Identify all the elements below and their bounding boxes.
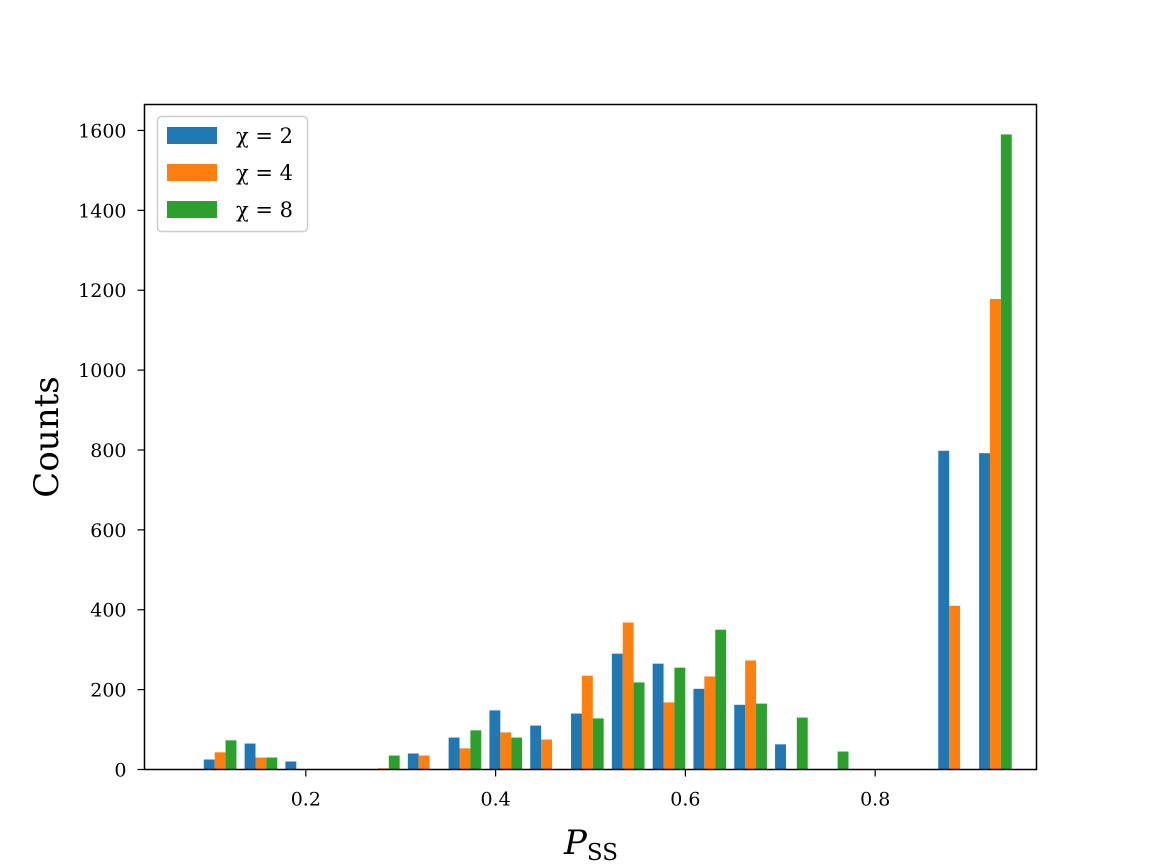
bar-series-3-bin-2 (266, 757, 278, 770)
bar-series-2-bin-19 (949, 605, 961, 770)
bar-series-2-bin-8 (500, 732, 512, 770)
bar-series-3-bin-1 (225, 740, 237, 770)
legend: χ = 2 χ = 4 χ = 8 (156, 115, 309, 233)
bar-series-2-bin-7 (459, 748, 471, 770)
bar-series-3-bin-16 (837, 751, 849, 770)
plot-frame (143, 103, 1038, 771)
bar-series-3-bin-11 (633, 682, 645, 770)
bar-series-2-bin-2 (255, 757, 267, 770)
bar-series-2-bin-12 (663, 702, 675, 770)
y-axis-label: Counts (27, 376, 67, 497)
x-tick-label: 0.8 (860, 789, 890, 811)
legend-swatch-1 (167, 127, 217, 144)
bar-series-1-bin-10 (571, 713, 582, 770)
bar-series-1-bin-12 (652, 663, 664, 770)
y-tick-label: 200 (90, 680, 126, 702)
bar-series-2-bin-13 (704, 676, 716, 770)
y-tick-label: 0 (114, 760, 126, 782)
bar-series-2-bin-9 (541, 739, 552, 770)
bar-series-2-bin-14 (745, 660, 757, 770)
bar-series-3-bin-20 (1000, 134, 1012, 770)
bar-series-1-bin-20 (979, 453, 990, 770)
bar-series-2-bin-11 (622, 622, 634, 770)
legend-items: χ = 2 χ = 4 χ = 8 (167, 124, 293, 222)
legend-label-1: χ = 2 (236, 124, 293, 148)
bar-series-1-bin-14 (734, 704, 746, 770)
bar-series-2-bin-6 (418, 755, 430, 770)
bar-series-3-bin-13 (715, 629, 727, 770)
ticks-layer: 0.2 0.4 0.6 0.8 0 200 400 600 800 1000 1200 1400 160… (78, 120, 890, 810)
bar-series-3-bin-12 (674, 667, 686, 770)
y-tick-label: 1600 (78, 120, 126, 142)
y-tick-label: 1200 (78, 280, 126, 302)
bar-series-2-bin-20 (989, 299, 1001, 770)
x-axis-label-subscript: SS (587, 840, 618, 864)
bar-series-1-bin-11 (611, 653, 623, 770)
bar-series-3-bin-15 (796, 717, 808, 770)
x-tick-label: 0.4 (480, 789, 510, 811)
bar-series-1-bin-2 (244, 743, 256, 770)
bar-series-1-bin-1 (203, 759, 215, 770)
x-tick-label: 0.2 (291, 789, 321, 811)
bar-series-2-bin-10 (581, 675, 593, 770)
y-tick-label: 400 (90, 600, 126, 622)
bars-layer (203, 134, 1012, 770)
legend-swatch-3 (167, 201, 217, 218)
bar-series-1-bin-3 (285, 761, 297, 770)
bar-series-3-bin-8 (511, 737, 523, 770)
y-tick-label: 800 (90, 440, 126, 462)
bar-series-3-bin-10 (592, 718, 604, 770)
legend-label-3: χ = 8 (236, 198, 293, 222)
y-tick-label: 1000 (78, 360, 126, 382)
y-tick-label: 600 (90, 520, 126, 542)
bar-series-3-bin-7 (470, 730, 482, 770)
y-tick-label: 1400 (78, 200, 126, 222)
x-axis-label: PSS (563, 823, 618, 864)
bar-series-1-bin-8 (489, 710, 501, 770)
bar-series-1-bin-19 (938, 450, 950, 770)
bar-series-1-bin-9 (530, 725, 542, 770)
bar-series-3-bin-5 (388, 755, 400, 770)
x-axis-label-main: P (563, 823, 588, 863)
legend-label-2: χ = 4 (236, 161, 293, 185)
bar-series-1-bin-15 (775, 744, 786, 770)
bar-series-1-bin-7 (448, 737, 460, 770)
x-tick-label: 0.6 (670, 789, 700, 811)
legend-swatch-2 (167, 164, 217, 181)
bar-series-1-bin-6 (407, 753, 419, 770)
bar-series-3-bin-14 (756, 703, 767, 770)
bar-series-2-bin-1 (214, 752, 226, 770)
bar-series-1-bin-13 (693, 688, 705, 770)
